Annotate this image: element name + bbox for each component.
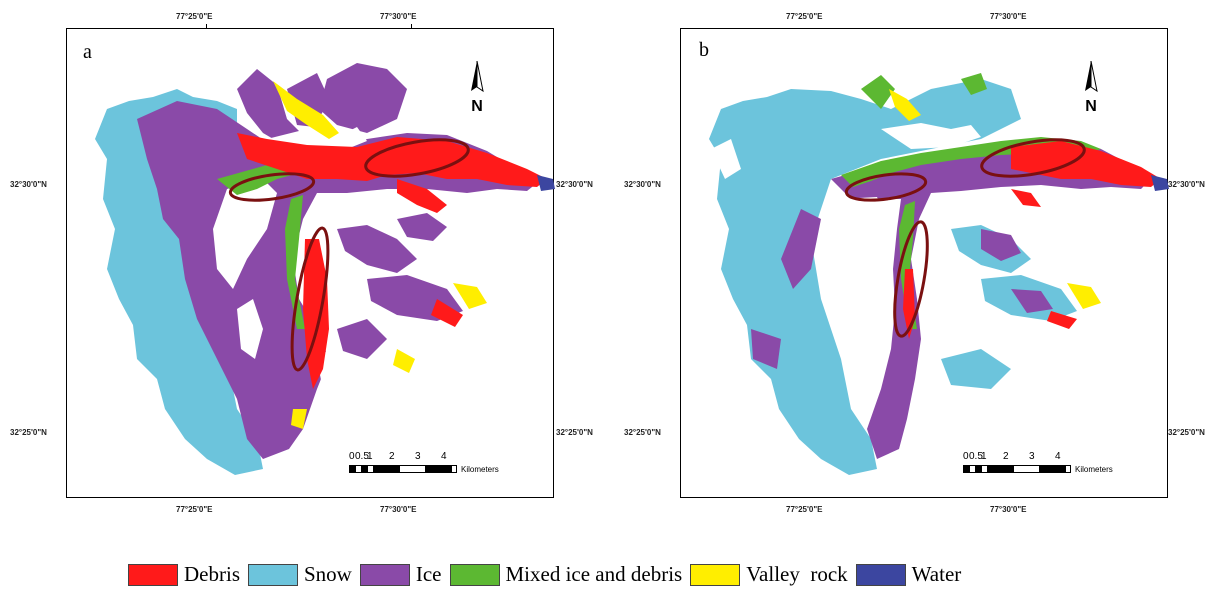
- legend-swatch-mixed: [449, 563, 500, 586]
- glacier-map-a: [95, 63, 555, 475]
- bottom-lon-label-b2: 77°30'0"E: [990, 505, 1027, 514]
- map-legend: Debris Snow Ice Mixed ice and debris Val…: [128, 562, 969, 587]
- scale-bar-a: 0 0.5 1 2 3 4 Kilometers: [349, 451, 499, 474]
- legend-label-snow: Snow: [304, 562, 352, 586]
- left-lat-label-b2: 32°25'0"N: [624, 428, 661, 437]
- legend-swatch-snow: [248, 563, 298, 586]
- legend-label-valley-rock: Valley rock: [746, 562, 848, 586]
- scale-bar-b: 0 0.5 1 2 3 4 Kilometers: [963, 451, 1113, 474]
- legend-label-debris: Debris: [184, 562, 240, 586]
- top-lon-label-b2: 77°30'0"E: [990, 12, 1027, 21]
- legend-item-snow: Snow: [248, 562, 352, 587]
- svg-text:N: N: [1085, 98, 1097, 115]
- panel-letter-b: b: [699, 39, 709, 61]
- legend-label-water: Water: [911, 562, 962, 586]
- legend-swatch-valley-rock: [690, 563, 741, 586]
- left-lat-label-b1: 32°30'0"N: [624, 180, 661, 189]
- top-lon-label-a2: 77°30'0"E: [380, 12, 417, 21]
- map-panel-b: b: [680, 28, 1169, 498]
- bottom-lon-label-a2: 77°30'0"E: [380, 505, 417, 514]
- legend-item-valley-rock: Valley rock: [690, 562, 848, 587]
- legend-item-water: Water: [855, 562, 962, 587]
- scale-unit-b: Kilometers: [1075, 465, 1113, 474]
- svg-text:N: N: [471, 98, 483, 115]
- left-lat-label-a2: 32°25'0"N: [10, 428, 47, 437]
- right-lat-label-a1: 32°30'0"N: [556, 180, 593, 189]
- left-lat-label-a1: 32°30'0"N: [10, 180, 47, 189]
- bottom-lon-label-b1: 77°25'0"E: [786, 505, 823, 514]
- legend-swatch-debris: [128, 563, 178, 586]
- legend-label-ice: Ice: [415, 562, 442, 586]
- legend-item-debris: Debris: [128, 562, 240, 587]
- map-panel-a: a: [66, 28, 555, 498]
- right-lat-label-b1: 32°30'0"N: [1168, 180, 1205, 189]
- legend-swatch-ice: [359, 563, 410, 586]
- top-lon-label-a1: 77°25'0"E: [176, 12, 213, 21]
- top-lon-label-b1: 77°25'0"E: [786, 12, 823, 21]
- panel-letter-a: a: [83, 41, 92, 63]
- legend-label-mixed: Mixed ice and debris: [505, 562, 683, 586]
- legend-item-ice: Ice: [359, 562, 442, 587]
- legend-item-mixed: Mixed ice and debris: [449, 562, 683, 587]
- bottom-lon-label-a1: 77°25'0"E: [176, 505, 213, 514]
- legend-swatch-water: [855, 563, 906, 586]
- north-arrow-icon: N: [471, 61, 484, 115]
- glacier-map-b: [709, 73, 1169, 475]
- scale-unit-a: Kilometers: [461, 465, 499, 474]
- right-lat-label-b2: 32°25'0"N: [1168, 428, 1205, 437]
- north-arrow-icon: N: [1085, 61, 1098, 115]
- right-lat-label-a2: 32°25'0"N: [556, 428, 593, 437]
